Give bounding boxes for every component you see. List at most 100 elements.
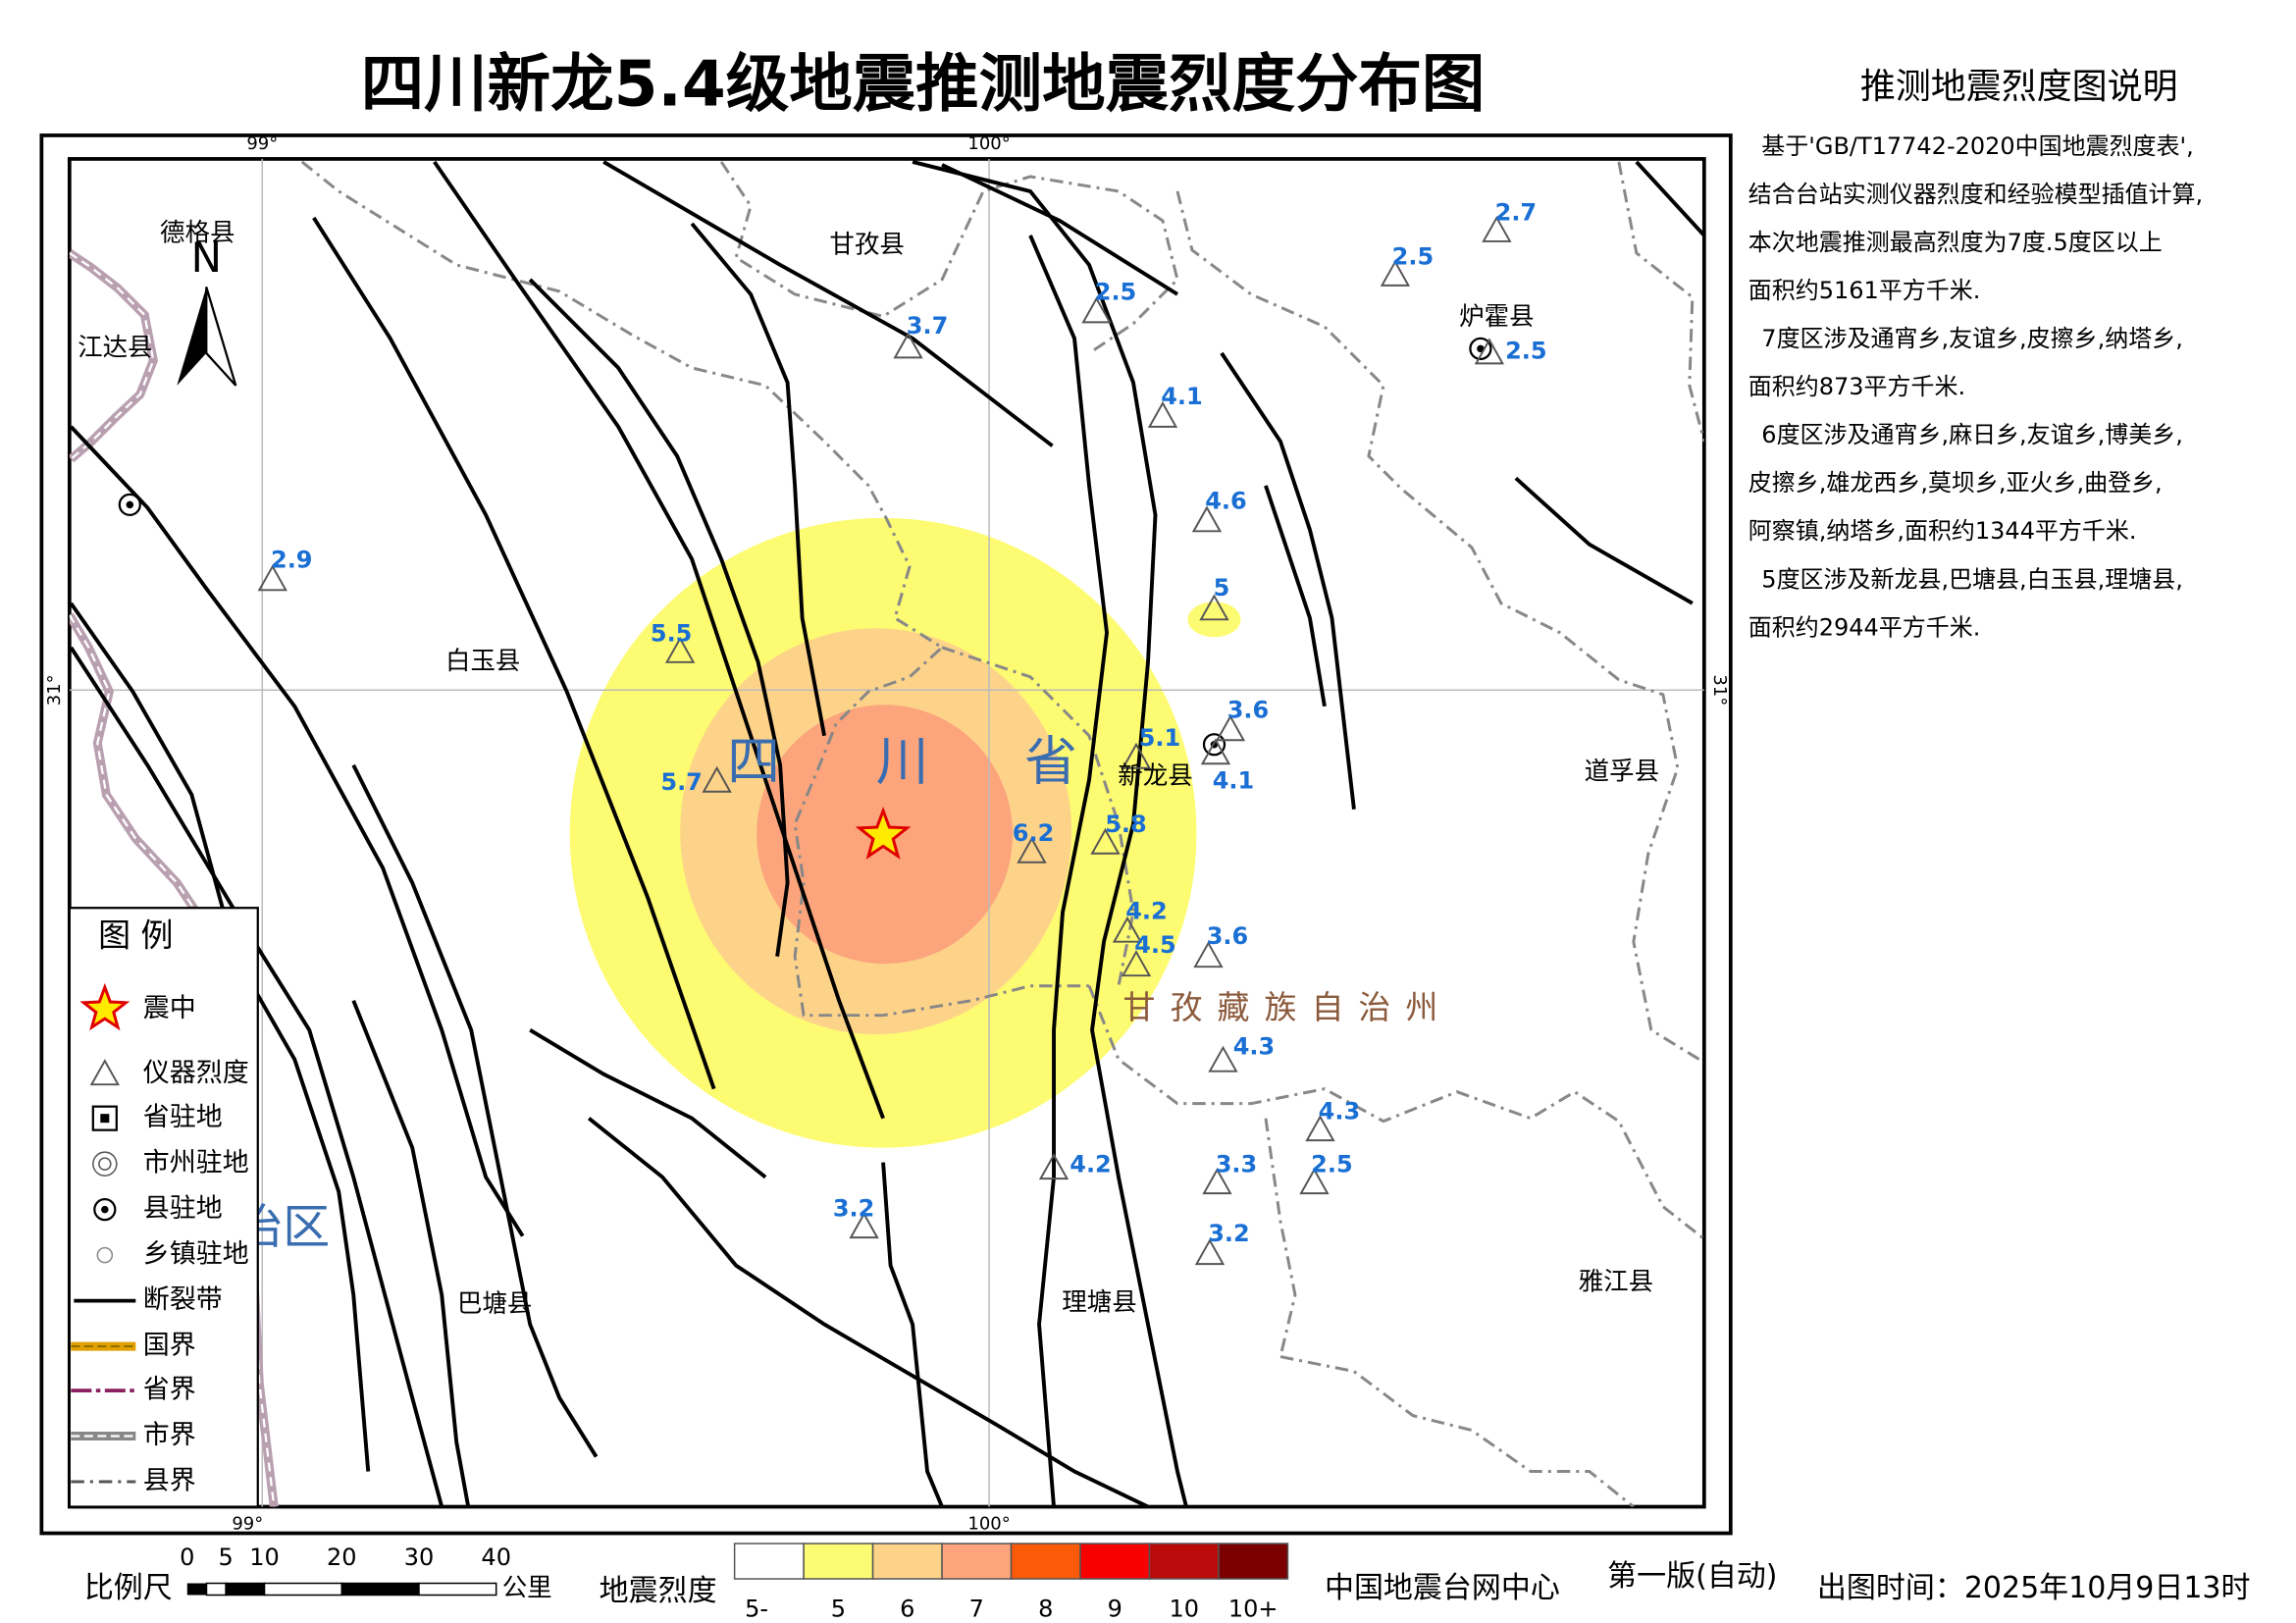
legend-item: 断裂带 bbox=[143, 1284, 223, 1315]
scale-tick-label: 30 bbox=[404, 1544, 435, 1571]
county-label: 德格县 bbox=[160, 218, 235, 247]
station-intensity: 2.5 bbox=[1392, 242, 1435, 270]
fault bbox=[1514, 476, 1694, 605]
county-label: 道孚县 bbox=[1585, 757, 1659, 786]
explanation-line: 面积约2944平方千米. bbox=[1748, 613, 1981, 641]
county-border bbox=[1279, 1355, 1635, 1507]
station-intensity: 5 bbox=[1214, 574, 1230, 602]
fault bbox=[312, 216, 716, 1090]
province-label: 川 bbox=[876, 730, 929, 792]
station bbox=[1299, 1168, 1330, 1195]
epicenter bbox=[855, 806, 912, 860]
legend-symbol bbox=[100, 1114, 110, 1124]
station-intensity: 5.5 bbox=[651, 619, 693, 647]
scale-segment bbox=[186, 1583, 207, 1596]
station bbox=[1200, 738, 1231, 765]
station bbox=[1194, 1238, 1226, 1266]
station bbox=[1474, 338, 1505, 365]
station bbox=[893, 332, 923, 359]
county-border bbox=[1175, 190, 1704, 1064]
scale-tick-label: 5 bbox=[219, 1544, 234, 1571]
map-title: 四川新龙5.4级地震推测地震烈度分布图 bbox=[361, 48, 1486, 122]
scale-tick-label: 40 bbox=[481, 1544, 511, 1571]
intensity-swatch bbox=[871, 1543, 943, 1580]
county-label: 江达县 bbox=[78, 333, 152, 362]
county-border bbox=[1264, 1118, 1297, 1357]
explanation-line: 皮擦乡,雄龙西乡,莫坝乡,亚火乡,曲登乡, bbox=[1748, 469, 2163, 497]
fault bbox=[1028, 235, 1109, 1507]
fault bbox=[529, 1028, 767, 1179]
station bbox=[1215, 714, 1246, 742]
county-label: 甘孜县 bbox=[829, 230, 904, 259]
fault bbox=[690, 222, 827, 737]
county-border bbox=[1617, 161, 1704, 443]
station-intensity: 3.6 bbox=[1227, 696, 1270, 723]
intensity-class-label: 8 bbox=[1038, 1596, 1053, 1623]
graticule-label: 31° bbox=[1709, 674, 1730, 706]
province-border-inner bbox=[69, 251, 155, 460]
fault bbox=[602, 160, 1054, 447]
county-label: 雅江县 bbox=[1579, 1268, 1653, 1297]
station bbox=[257, 564, 287, 592]
legend-item: 市州驻地 bbox=[143, 1148, 249, 1178]
station bbox=[1112, 916, 1143, 943]
station-intensity: 3.2 bbox=[1208, 1220, 1250, 1247]
epicenter bbox=[79, 982, 130, 1031]
station bbox=[1193, 941, 1224, 969]
station-intensity: 4.3 bbox=[1319, 1098, 1361, 1126]
legend-item: 震中 bbox=[143, 993, 196, 1023]
agency: 中国地震台网中心 bbox=[1325, 1571, 1560, 1605]
legend-item: 县驻地 bbox=[143, 1193, 223, 1224]
fault bbox=[941, 163, 1179, 296]
station bbox=[1305, 1115, 1335, 1142]
fault bbox=[1264, 485, 1327, 707]
scale-segment bbox=[263, 1582, 342, 1597]
scale-tick-label: 10 bbox=[249, 1544, 280, 1571]
explanation-line: 结合台站实测仪器烈度和经验模型插值计算, bbox=[1748, 181, 2203, 208]
intensity-class-label: 7 bbox=[969, 1596, 984, 1623]
scale-unit: 公里 bbox=[502, 1574, 552, 1603]
legend-item: 乡镇驻地 bbox=[143, 1239, 249, 1270]
explanation-line: 6度区涉及通宵乡,麻日乡,友谊乡,博美乡, bbox=[1761, 421, 2183, 448]
legend-item: 县界 bbox=[143, 1466, 196, 1496]
scale-segment bbox=[340, 1582, 420, 1597]
fault bbox=[351, 999, 471, 1507]
fault bbox=[69, 602, 371, 1472]
scale-tick-label: 20 bbox=[327, 1544, 357, 1571]
intensity-class-label: 9 bbox=[1108, 1596, 1122, 1623]
explanation-line: 本次地震推测最高烈度为7度.5度区以上 bbox=[1748, 229, 2163, 256]
scale-segment bbox=[418, 1582, 497, 1597]
county-label: 炉霍县 bbox=[1459, 302, 1534, 332]
station bbox=[1121, 950, 1152, 977]
graticule-label: 100° bbox=[967, 133, 1010, 154]
station bbox=[1191, 505, 1223, 533]
legend-item: 市界 bbox=[143, 1420, 196, 1450]
station bbox=[89, 1059, 120, 1086]
county-border bbox=[1087, 985, 1704, 1240]
fault bbox=[1220, 351, 1356, 810]
county-label: 理塘县 bbox=[1062, 1288, 1136, 1318]
station bbox=[1121, 742, 1152, 769]
station-intensity: 2.5 bbox=[1311, 1151, 1353, 1178]
explanation-line: 面积约5161平方千米. bbox=[1748, 277, 1981, 304]
station-intensity: 4.1 bbox=[1161, 383, 1203, 410]
prefecture-label: 甘孜藏族自治州 bbox=[1123, 988, 1453, 1026]
intensity-swatch bbox=[941, 1543, 1013, 1580]
province-label: 四 bbox=[727, 730, 780, 792]
explanation-title: 推测地震烈度图说明 bbox=[1860, 67, 2178, 107]
station-intensity: 2.5 bbox=[1095, 278, 1137, 305]
station-intensity: 4.2 bbox=[1070, 1151, 1112, 1178]
north-arrow-right bbox=[205, 287, 237, 387]
station-intensity: 2.5 bbox=[1505, 337, 1546, 364]
station bbox=[1090, 827, 1121, 855]
explanation-line: 基于'GB/T17742-2020中国地震烈度表', bbox=[1761, 132, 2193, 160]
fault bbox=[351, 763, 599, 1458]
station bbox=[849, 1212, 879, 1239]
explanation-line: 阿察镇,纳塔乡,面积约1344平方千米. bbox=[1748, 517, 2137, 545]
map-time: 出图时间：2025年10月9日13时 bbox=[1817, 1571, 2251, 1605]
station bbox=[1038, 1153, 1070, 1180]
legend-symbol bbox=[92, 1151, 118, 1177]
province-label: 省 bbox=[1024, 730, 1077, 792]
